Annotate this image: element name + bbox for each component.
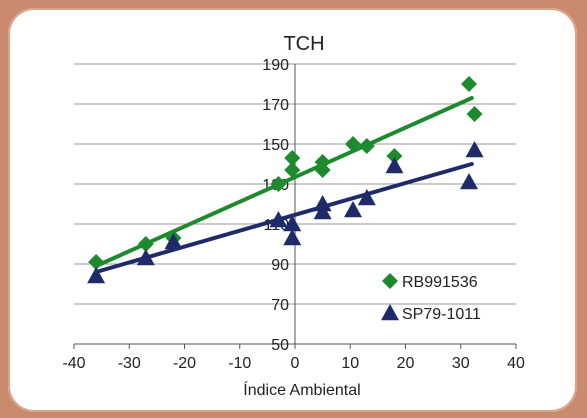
legend-label: RB991536: [402, 274, 478, 291]
data-point-SP79-1011: [283, 215, 302, 232]
x-tick-label: 30: [452, 355, 470, 372]
x-tick-label: 20: [397, 355, 415, 372]
y-tick-label: 150: [262, 137, 289, 154]
data-point-SP79-1011: [269, 211, 288, 228]
data-point-RB991536: [358, 138, 375, 154]
y-tick-label: 170: [262, 97, 289, 114]
legend-label: SP79-1011: [402, 306, 481, 323]
x-tick-label: 0: [291, 355, 300, 372]
legend-marker-RB991536: [382, 273, 398, 289]
y-tick-label: 90: [271, 257, 289, 274]
data-point-RB991536: [270, 176, 287, 192]
data-point-SP79-1011: [357, 189, 376, 206]
legend: RB991536 SP79-1011: [381, 273, 481, 323]
data-point-SP79-1011: [87, 267, 106, 284]
x-tick-labels: -40 -30 -20 -10 0 10 20 30 40: [62, 355, 525, 372]
data-point-SP79-1011: [164, 233, 183, 250]
data-point-RB991536: [386, 148, 403, 164]
x-tick-label: 10: [341, 355, 359, 372]
x-tick-label: -30: [118, 355, 141, 372]
legend-marker-SP79-1011: [381, 304, 399, 321]
y-tick-label: 70: [271, 297, 289, 314]
y-tick-label: 190: [262, 57, 289, 74]
data-point-RB991536: [461, 76, 478, 92]
data-point-RB991536: [137, 236, 154, 252]
data-point-SP79-1011: [344, 201, 363, 218]
data-point-RB991536: [314, 154, 331, 170]
data-point-SP79-1011: [313, 195, 332, 212]
x-tick-label: -10: [228, 355, 251, 372]
scatter-chart: TCH Índice Ambiental -40 -30 -20 -10 0 10 20 30…: [62, 33, 525, 399]
axes: [73, 64, 517, 349]
x-tick-label: -40: [62, 355, 85, 372]
x-tick-label: 40: [507, 355, 525, 372]
data-point-RB991536: [284, 150, 301, 166]
data-point-RB991536: [284, 162, 301, 178]
chart-frame: TCH Índice Ambiental -40 -30 -20 -10 0 10 20 30…: [8, 8, 577, 412]
data-point-SP79-1011: [465, 141, 484, 158]
data-point-SP79-1011: [283, 229, 302, 246]
x-axis-label: Índice Ambiental: [243, 380, 360, 399]
data-points: [87, 76, 484, 284]
y-tick-labels: 507090110130150170190: [262, 57, 289, 354]
trendline-SP79-1011: [94, 162, 474, 274]
data-point-RB991536: [345, 136, 362, 152]
data-point-RB991536: [88, 254, 105, 270]
x-tick-label: -20: [173, 355, 196, 372]
y-tick-label: 50: [271, 337, 289, 354]
data-point-SP79-1011: [136, 249, 155, 266]
data-point-SP79-1011: [460, 173, 479, 190]
chart-title: TCH: [283, 33, 324, 55]
data-point-SP79-1011: [385, 157, 404, 174]
data-point-RB991536: [466, 106, 483, 122]
